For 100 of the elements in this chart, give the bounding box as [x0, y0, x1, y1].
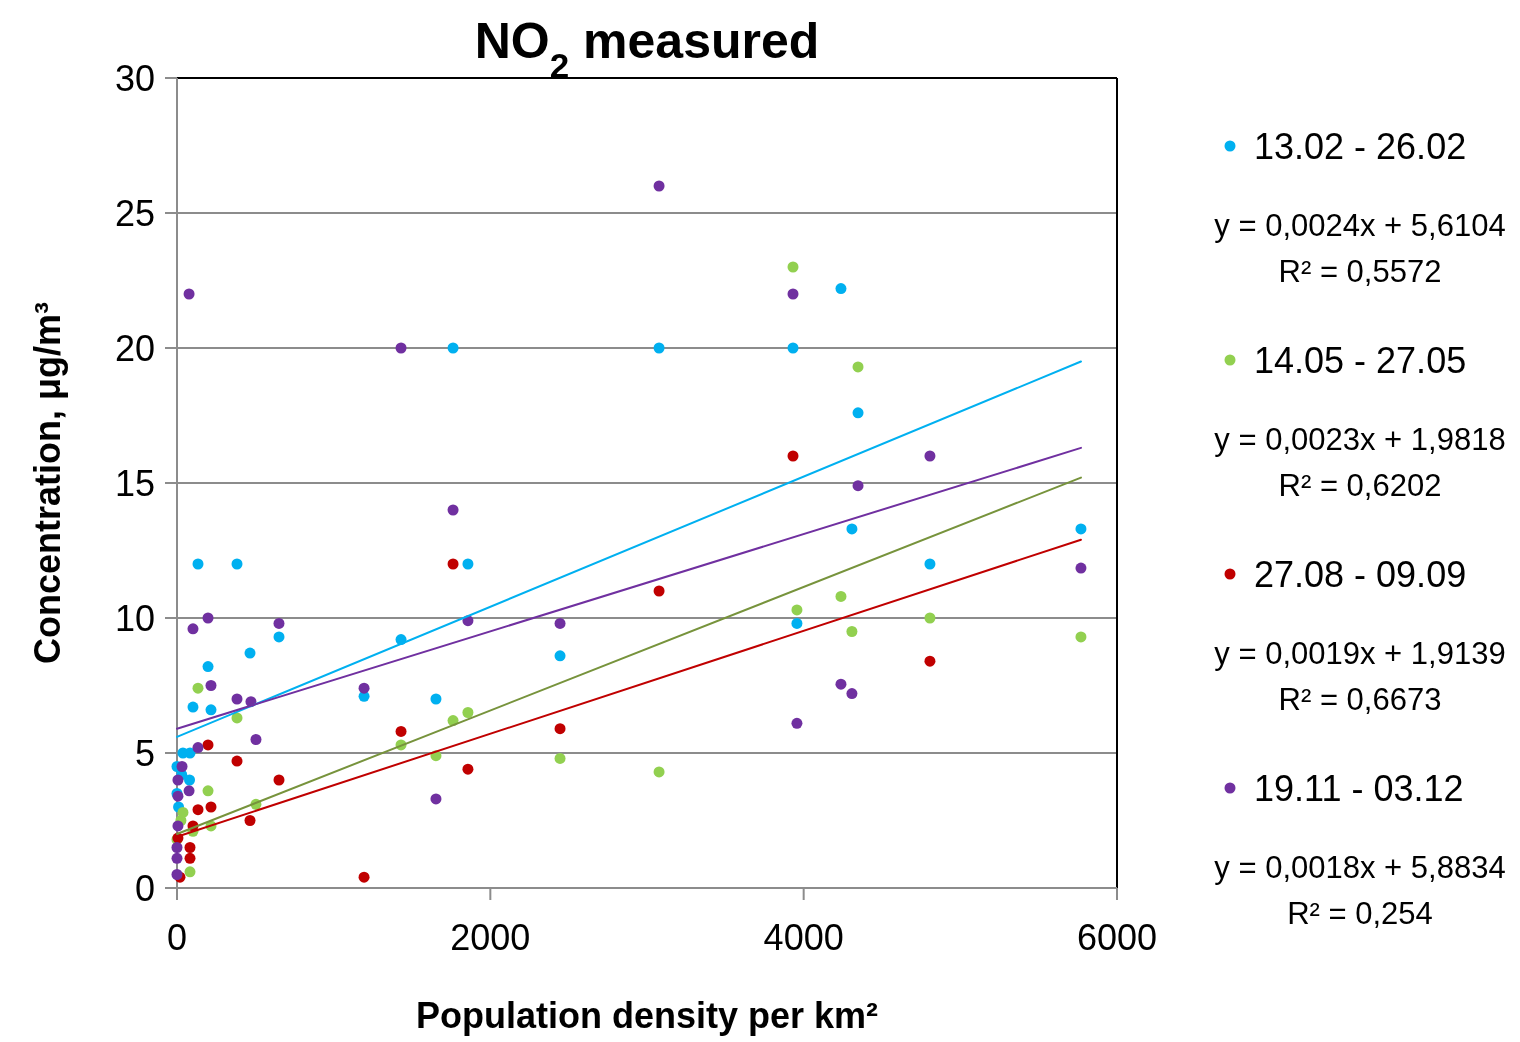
point: [791, 717, 803, 729]
point: [653, 180, 665, 192]
point: [231, 712, 243, 724]
text: R² = 0,6202: [1278, 468, 1442, 503]
point: [192, 804, 204, 816]
y-tick-label: 30: [114, 57, 155, 99]
point: [835, 283, 847, 295]
point: [205, 680, 217, 691]
y-tick-label: 10: [114, 597, 155, 639]
point: [924, 558, 936, 570]
point: [447, 558, 459, 570]
point: [184, 866, 196, 878]
text: y = 0,0024x + 5,6104: [1214, 208, 1506, 243]
point: [653, 342, 665, 354]
x-tick-label: 6000: [1076, 917, 1158, 958]
point: [846, 626, 858, 637]
point: [273, 774, 285, 786]
point: [273, 631, 285, 643]
point: [924, 612, 936, 624]
legend-label: 14.05 - 27.05: [1254, 339, 1467, 381]
point: [187, 623, 199, 635]
point: [171, 852, 183, 864]
text: y = 0,0018x + 5,8834: [1214, 850, 1506, 885]
y-tick-label: 20: [114, 327, 155, 369]
point: [462, 558, 474, 570]
point: [231, 558, 243, 570]
point: [192, 558, 204, 570]
y-tick-label: 25: [114, 192, 155, 234]
point: [787, 342, 799, 354]
y-axis-title: Concentration, μg/m³: [27, 301, 68, 665]
x-axis-title: Population density per km²: [415, 995, 879, 1036]
point: [653, 585, 665, 597]
point: [924, 655, 936, 667]
point: [177, 806, 189, 818]
point: [273, 617, 285, 629]
point: [184, 852, 196, 864]
point: [231, 693, 243, 705]
point: [358, 682, 370, 694]
point: [1075, 631, 1087, 643]
y-tick-label: 0: [134, 867, 155, 909]
point: [791, 604, 803, 616]
point: [202, 612, 214, 624]
y-tick-label: 5: [134, 732, 155, 774]
legend-label: 27.08 - 09.09: [1254, 553, 1467, 595]
point: [787, 450, 799, 462]
point: [183, 288, 195, 300]
point: [554, 752, 566, 764]
point: [846, 688, 858, 700]
legend-label: 19.11 - 03.12: [1254, 767, 1464, 809]
point: [924, 450, 936, 462]
point: [172, 774, 184, 786]
text: R² = 0,254: [1287, 896, 1433, 931]
point: [205, 801, 217, 813]
point: [430, 693, 442, 705]
point: [250, 734, 262, 745]
text: y = 0,0019x + 1,9139: [1214, 636, 1506, 671]
point: [554, 617, 566, 629]
y-tick-label: 15: [114, 462, 155, 504]
text: R² = 0,5572: [1278, 254, 1442, 289]
point: [171, 842, 183, 853]
point: [835, 590, 847, 602]
point: [1075, 562, 1087, 574]
point: [554, 650, 566, 662]
point: [231, 755, 243, 767]
point: [787, 288, 799, 300]
x-tick-label: 0: [166, 917, 188, 958]
point: [462, 763, 474, 775]
point: [430, 793, 442, 805]
point: [852, 480, 864, 492]
point: [172, 820, 184, 832]
point: [1075, 523, 1087, 535]
point: [395, 342, 407, 354]
point: [653, 766, 665, 778]
legend-label: 13.02 - 26.02: [1254, 125, 1467, 167]
point: [395, 725, 407, 737]
point: [244, 647, 256, 659]
point: [846, 523, 858, 535]
point: [183, 785, 195, 797]
point: [192, 742, 204, 754]
point: [202, 661, 214, 673]
x-tick-label: 4000: [763, 917, 844, 958]
point: [791, 617, 803, 629]
point: [184, 774, 196, 786]
point: [187, 701, 199, 713]
point: [462, 707, 474, 718]
x-tick-label: 2000: [450, 917, 531, 958]
point: [205, 704, 217, 716]
point: [447, 342, 459, 354]
point: [202, 739, 214, 751]
text: y = 0,0023x + 1,9818: [1214, 422, 1506, 457]
text: R² = 0,6673: [1278, 682, 1442, 717]
point: [184, 842, 196, 853]
point: [852, 361, 864, 373]
point: [835, 678, 847, 690]
point: [244, 815, 256, 826]
point: [554, 723, 566, 735]
point: [202, 785, 214, 797]
point: [192, 682, 204, 694]
point: [852, 407, 864, 419]
point: [176, 761, 188, 772]
